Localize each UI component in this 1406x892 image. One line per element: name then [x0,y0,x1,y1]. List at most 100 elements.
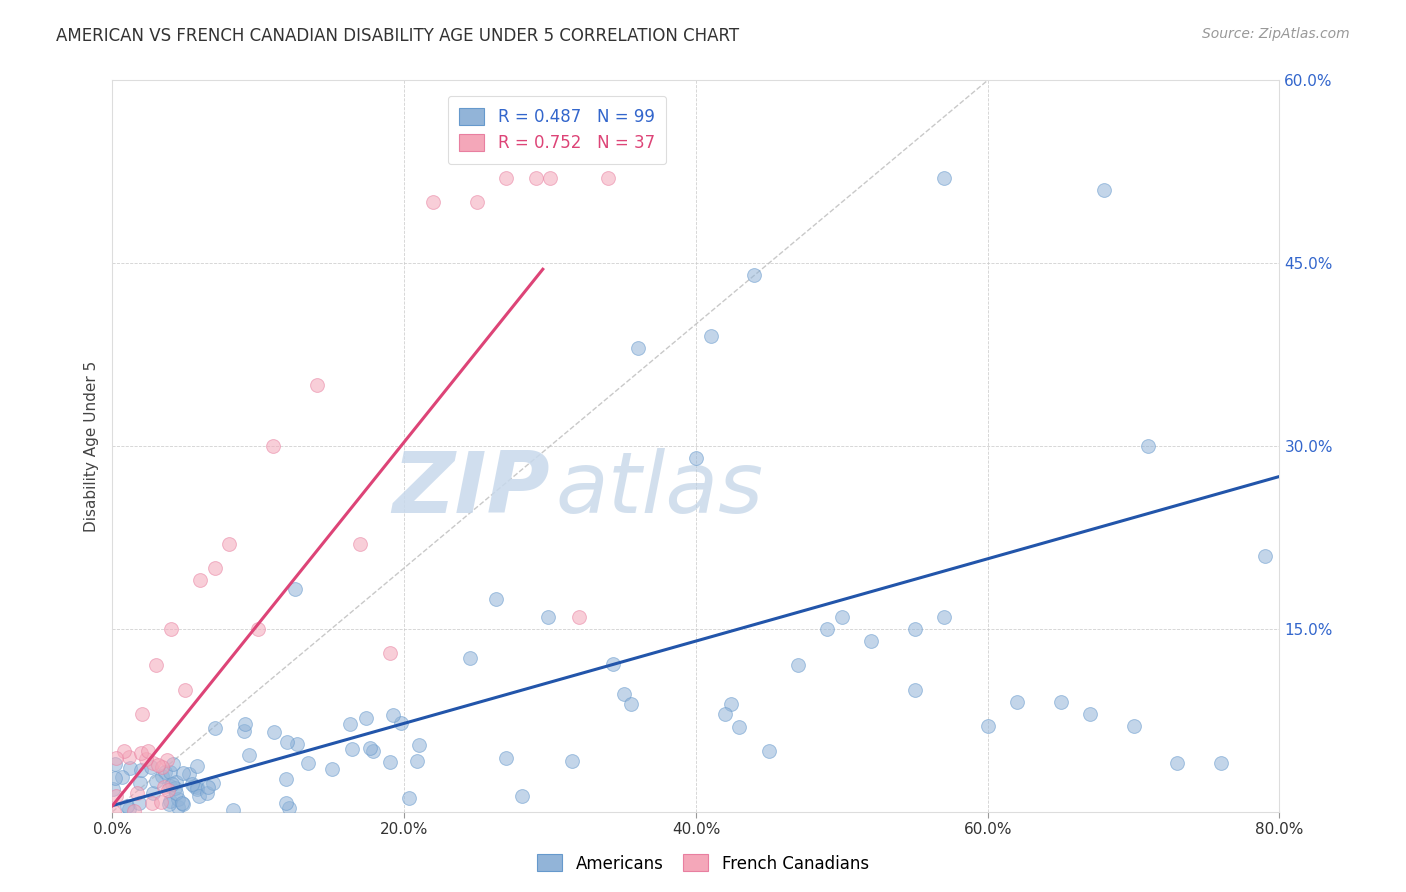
Point [129,764,152,778]
Point [714,707,737,722]
Point [202,776,225,790]
Point [159,765,181,780]
Point [160,622,183,636]
Point [153,780,176,795]
Point [339,717,361,731]
Point [145,658,167,673]
Point [136,744,159,758]
Point [620,698,643,712]
Point [247,622,270,636]
Text: ZIP: ZIP [392,449,550,532]
Point [359,741,381,756]
Point [233,724,256,739]
Point [285,738,308,752]
Point [159,779,181,793]
Point [104,757,127,772]
Point [904,622,927,636]
Point [125,786,148,800]
Point [685,451,707,466]
Point [1005,695,1028,709]
Point [305,378,328,392]
Point [124,804,146,818]
Point [561,754,583,768]
Point [156,753,179,767]
Point [183,779,205,793]
Point [120,761,142,775]
Point [598,170,620,185]
Point [510,789,533,803]
Point [860,634,883,648]
Point [128,796,150,810]
Point [465,195,488,210]
Point [165,780,187,795]
Point [297,756,319,771]
Point [321,762,343,776]
Point [111,770,134,784]
Point [186,759,208,773]
Point [728,720,751,734]
Point [150,769,173,783]
Point [157,783,180,797]
Point [408,738,430,752]
Point [537,609,560,624]
Point [932,609,955,624]
Point [197,786,219,800]
Point [538,170,561,185]
Point [153,764,176,779]
Point [1254,549,1277,563]
Point [742,268,765,283]
Text: atlas: atlas [555,449,763,532]
Point [117,802,139,816]
Point [1122,719,1144,733]
Point [112,744,135,758]
Point [142,786,165,800]
Point [1049,695,1071,709]
Point [422,195,444,210]
Point [815,622,838,636]
Point [188,789,211,804]
Point [204,721,226,735]
Point [340,741,363,756]
Text: AMERICAN VS FRENCH CANADIAN DISABILITY AGE UNDER 5 CORRELATION CHART: AMERICAN VS FRENCH CANADIAN DISABILITY A… [56,27,740,45]
Point [150,760,173,774]
Point [188,573,211,587]
Point [186,781,208,796]
Point [174,682,197,697]
Point [932,170,955,185]
Point [129,747,152,761]
Point [495,170,517,185]
Point [129,775,152,789]
Point [1166,756,1188,770]
Point [277,800,299,814]
Point [758,744,780,758]
Point [720,697,742,711]
Point [380,755,402,769]
Point [524,170,547,185]
Point [146,758,169,772]
Point [172,765,194,780]
Point [131,707,153,722]
Point [262,439,284,453]
Point [139,760,162,774]
Point [180,777,202,791]
Point [142,756,165,771]
Point [904,682,927,697]
Point [787,658,810,673]
Point [118,750,141,764]
Point [172,797,194,811]
Point [382,708,405,723]
Point [145,773,167,788]
Point [495,751,517,765]
Point [398,790,420,805]
Point [361,743,384,757]
Point [165,786,187,800]
Point [613,687,636,701]
Point [165,775,187,789]
Point [162,756,184,771]
Point [159,794,181,808]
Point [406,755,429,769]
Point [263,725,285,739]
Point [204,561,226,575]
Point [1209,756,1232,770]
Point [103,782,125,797]
